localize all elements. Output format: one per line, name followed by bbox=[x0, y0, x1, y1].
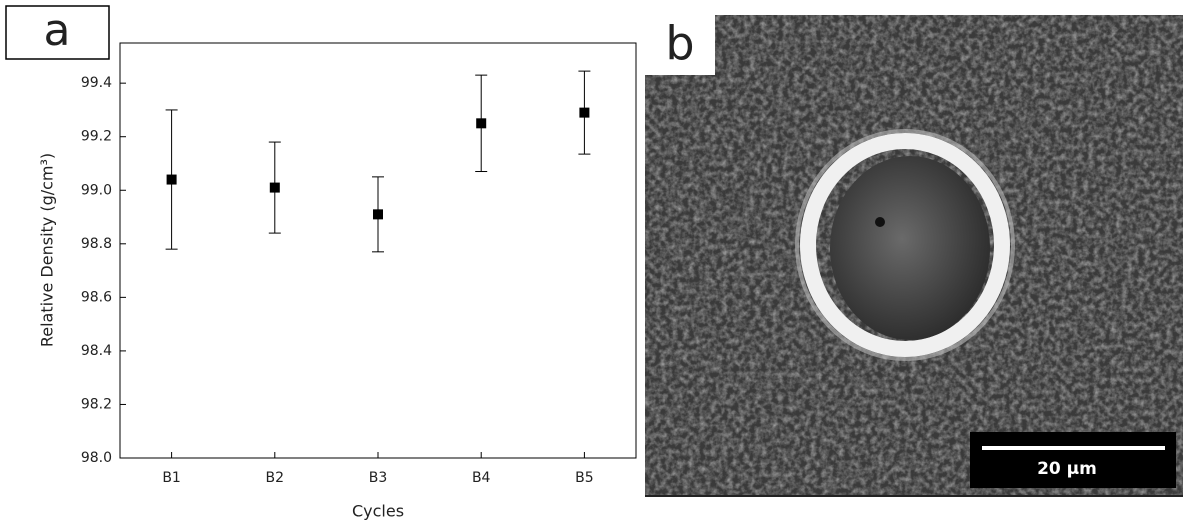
panel-label: a bbox=[44, 5, 71, 56]
marker bbox=[579, 107, 590, 118]
x-tick-label: B2 bbox=[266, 470, 285, 486]
x-axis-label: Cycles bbox=[352, 502, 404, 521]
y-tick-label: 98.0 bbox=[81, 450, 112, 466]
y-tick-label: 98.4 bbox=[81, 343, 112, 359]
marker bbox=[269, 182, 280, 193]
y-tick-label: 98.6 bbox=[81, 289, 112, 305]
x-tick-label: B5 bbox=[575, 470, 594, 486]
y-tick-label: 99.0 bbox=[81, 182, 112, 198]
scale-bar-box bbox=[970, 432, 1176, 488]
y-tick-label: 99.4 bbox=[81, 75, 112, 91]
sem-image bbox=[645, 15, 1183, 497]
x-tick-label: B1 bbox=[162, 470, 181, 486]
scale-bar-label: 20 µm bbox=[1037, 459, 1097, 479]
marker bbox=[166, 174, 177, 185]
y-axis-label: Relative Density (g/cm³) bbox=[38, 153, 57, 347]
y-tick-label: 99.2 bbox=[81, 129, 112, 145]
x-tick-label: B3 bbox=[369, 470, 388, 486]
marker bbox=[373, 209, 383, 220]
panel-label-box bbox=[645, 15, 715, 75]
marker bbox=[476, 118, 487, 129]
panel-label: b bbox=[665, 17, 694, 71]
panel-label-box bbox=[5, 5, 110, 60]
x-tick-label: B4 bbox=[472, 470, 491, 486]
y-tick-label: 98.2 bbox=[81, 396, 112, 412]
y-tick-label: 98.8 bbox=[81, 236, 112, 252]
